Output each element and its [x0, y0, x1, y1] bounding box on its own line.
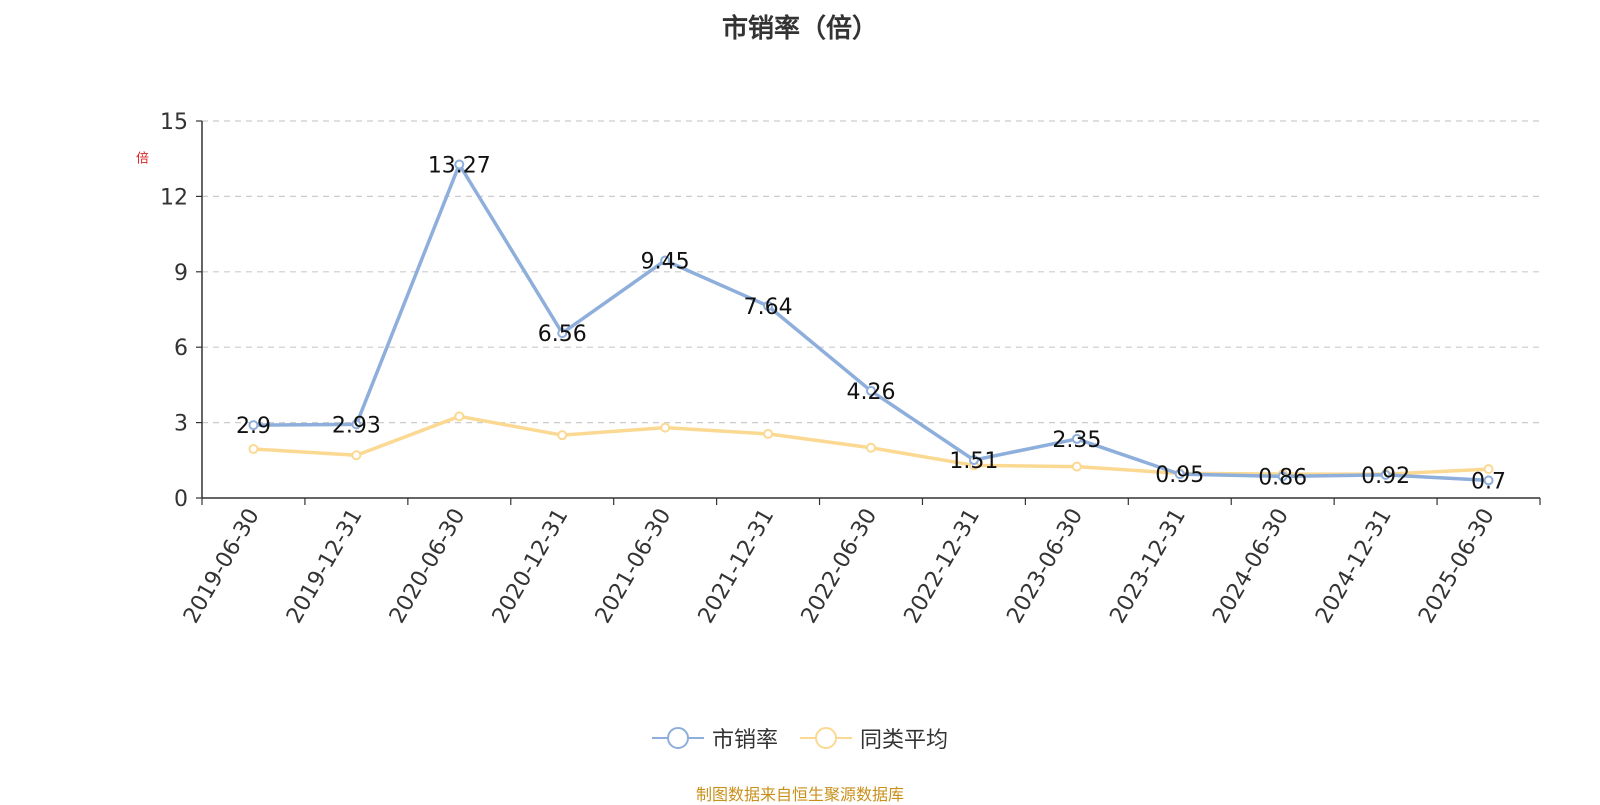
data-label: 0.7 — [1471, 469, 1506, 494]
y-tick-label: 0 — [174, 487, 188, 512]
data-point — [1071, 433, 1082, 444]
series-line-1 — [253, 162, 1489, 483]
x-tick-label: 2023-12-31 — [1105, 505, 1191, 628]
grid-lines — [202, 120, 1540, 424]
data-point — [454, 411, 465, 422]
legend-label: 市销率 — [711, 728, 778, 753]
y-tick-label: 9 — [174, 261, 188, 286]
data-label: 0.95 — [1155, 463, 1204, 488]
data-label: 0.86 — [1258, 465, 1307, 490]
legend-label: 同类平均 — [860, 728, 949, 753]
x-tick-label: 2023-06-30 — [1002, 505, 1088, 628]
data-point — [1071, 461, 1082, 472]
data-point — [248, 443, 259, 454]
data-point — [866, 385, 876, 396]
x-tick-label: 2022-12-31 — [900, 505, 986, 628]
chart-title: 市销率（倍） — [721, 14, 878, 44]
y-tick-label: 15 — [160, 110, 188, 135]
x-tick-label: 2021-12-31 — [694, 505, 780, 628]
x-tick-label: 2021-06-30 — [591, 505, 677, 628]
data-label: 2.9 — [236, 414, 271, 439]
x-tick-label: 2019-06-30 — [179, 505, 265, 628]
data-point — [763, 428, 774, 439]
data-point — [866, 442, 876, 453]
data-point — [351, 450, 362, 461]
data-point — [763, 300, 774, 311]
data-label: 0.92 — [1361, 464, 1410, 489]
data-label: 6.56 — [538, 322, 587, 347]
data-point — [351, 419, 362, 430]
data-point — [968, 455, 979, 466]
legend-ring-1 — [666, 727, 689, 749]
data-point — [660, 255, 671, 266]
y-axis-unit-label: 倍 — [133, 151, 148, 164]
data-label: 2.93 — [332, 413, 381, 438]
data-point — [248, 420, 259, 431]
data-label: 7.64 — [744, 295, 793, 320]
x-tick-label: 2024-06-30 — [1208, 505, 1294, 628]
y-tick-label: 3 — [174, 412, 188, 437]
legend-item-series-2[interactable]: 同类平均 — [800, 722, 948, 754]
data-point — [454, 159, 465, 170]
data-label: 13.27 — [428, 153, 491, 178]
legend-marker-icon — [800, 726, 852, 750]
data-point — [1380, 469, 1391, 480]
legend-ring-2 — [815, 727, 837, 749]
x-tick-label: 2019-12-31 — [282, 505, 368, 628]
x-tick-label: 2020-06-30 — [385, 505, 471, 628]
y-tick-label: 12 — [160, 185, 188, 210]
x-tick-label: 2020-12-31 — [488, 505, 574, 628]
series-lines — [248, 159, 1494, 486]
data-point — [1277, 471, 1288, 482]
x-tick-label: 2022-06-30 — [797, 505, 883, 628]
data-point — [1483, 475, 1494, 486]
x-tick-label: 2024-12-31 — [1311, 505, 1397, 628]
data-point — [1483, 464, 1494, 475]
x-tick-label: 2025-06-30 — [1414, 505, 1500, 628]
legend-item-series-1[interactable]: 市销率 — [651, 722, 778, 754]
legend: 市销率 同类平均 — [0, 722, 1600, 754]
data-label: 1.51 — [949, 449, 998, 474]
data-labels: 2.9 2.93 13.27 6.56 9.45 7.64 4.26 1.51 2.35 0.95… — [236, 153, 1506, 494]
legend-marker-icon — [651, 726, 704, 750]
data-point — [660, 422, 671, 433]
data-point — [557, 430, 568, 441]
data-point — [557, 328, 568, 339]
y-tick-label: 6 — [174, 336, 188, 361]
data-label: 2.35 — [1052, 428, 1101, 453]
data-source-note: 制图数据来自恒生聚源数据库 — [695, 785, 904, 804]
data-point — [1174, 469, 1185, 480]
data-label: 9.45 — [641, 249, 690, 274]
data-label: 4.26 — [847, 380, 896, 405]
